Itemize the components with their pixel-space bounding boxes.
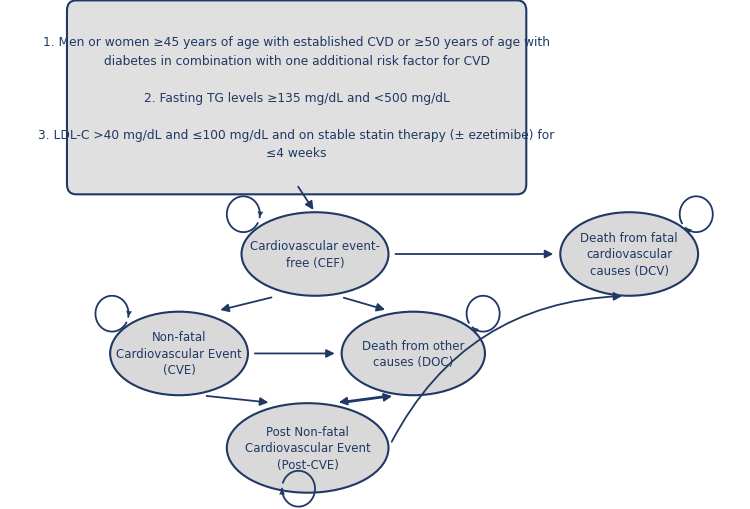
Ellipse shape bbox=[110, 312, 248, 395]
Text: Death from other
causes (DOC): Death from other causes (DOC) bbox=[362, 339, 464, 369]
Text: Death from fatal
cardiovascular
causes (DCV): Death from fatal cardiovascular causes (… bbox=[580, 232, 678, 277]
Text: 1. Men or women ≥45 years of age with established CVD or ≥50 years of age with
d: 1. Men or women ≥45 years of age with es… bbox=[38, 36, 555, 160]
Text: Post Non-fatal
Cardiovascular Event
(Post-CVE): Post Non-fatal Cardiovascular Event (Pos… bbox=[244, 425, 370, 471]
Ellipse shape bbox=[242, 213, 388, 296]
Ellipse shape bbox=[342, 312, 485, 395]
Text: Cardiovascular event-
free (CEF): Cardiovascular event- free (CEF) bbox=[250, 240, 380, 269]
Ellipse shape bbox=[560, 213, 698, 296]
Ellipse shape bbox=[226, 404, 388, 493]
FancyBboxPatch shape bbox=[67, 2, 526, 195]
Text: Non-fatal
Cardiovascular Event
(CVE): Non-fatal Cardiovascular Event (CVE) bbox=[116, 331, 242, 377]
